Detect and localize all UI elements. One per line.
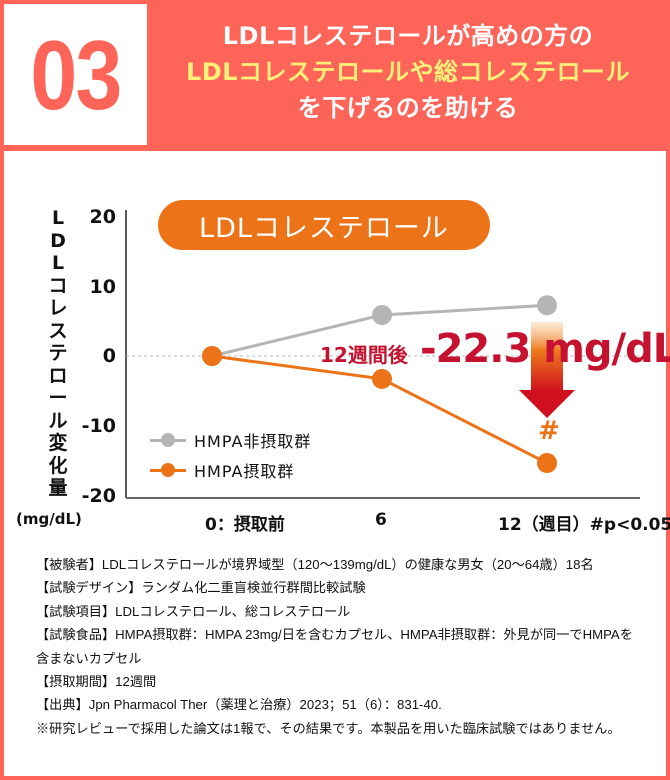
legend-item-control: HMPA非摂取群 <box>150 425 311 455</box>
note-disclaimer: ※研究レビューで採用した論文は1報で、その結果です。本製品を用いた臨床試験ではあ… <box>36 720 621 736</box>
title-line-2: LDLコレステロールや総コレステロール <box>185 58 630 86</box>
note-test-food: 【試験食品】HMPA摂取群：HMPA 23mg/日を含むカプセル、HMPA非摂取… <box>36 627 633 666</box>
y-axis-unit: (mg/dL) <box>16 510 82 528</box>
legend-label-control: HMPA非摂取群 <box>194 432 312 451</box>
y-tick-20: 20 <box>89 206 116 228</box>
note-period: 【摂取期間】12週間 <box>36 674 157 690</box>
note-subjects: 【被験者】LDLコレステロールが境界域型（120〜139mg/dL）の健康な男女… <box>36 557 594 572</box>
y-tick-minus20: -20 <box>81 485 116 507</box>
header-title: LDLコレステロールが高めの方の LDLコレステロールや総コレステロール を下げ… <box>150 18 666 126</box>
chart-legend: HMPA非摂取群 HMPA摂取群 <box>150 425 311 485</box>
legend-item-hmpa: HMPA摂取群 <box>150 455 311 485</box>
header-banner: 03 LDLコレステロールが高めの方の LDLコレステロールや総コレステロール … <box>0 0 670 151</box>
x-label-6: 6 <box>375 510 387 530</box>
section-number: 03 <box>30 19 122 130</box>
down-arrow-icon <box>519 390 575 418</box>
legend-marker-gray-icon <box>150 430 186 450</box>
annotation-reduction-value: -22.3 mg/dL <box>420 326 670 372</box>
y-axis-label: LDLコレステロール変化量 <box>48 207 68 499</box>
data-point-1-2 <box>537 453 557 474</box>
note-design: 【試験デザイン】ランダム化二重盲検並行群間比較試験 <box>36 580 366 596</box>
x-label-12: 12（週目）#p<0.05 <box>498 515 670 535</box>
y-tick-10: 10 <box>89 276 116 298</box>
chart-title-pill: LDLコレステロール <box>158 200 490 250</box>
data-point-1-0 <box>202 346 222 366</box>
section-number-box: 03 <box>4 4 147 145</box>
title-line-3: を下げるのを助ける <box>297 94 519 122</box>
chart-plot-area <box>125 210 640 499</box>
y-tick-minus10: -10 <box>81 415 116 437</box>
study-notes: 【被験者】LDLコレステロールが境界域型（120〜139mg/dL）の健康な男女… <box>36 553 646 740</box>
legend-marker-orange-icon <box>150 460 186 480</box>
legend-label-hmpa: HMPA摂取群 <box>194 462 295 481</box>
line-chart: LDLコレステロール変化量 (mg/dL) 20 10 0 -10 -20 LD… <box>16 200 670 535</box>
x-label-0: 0：摂取前 <box>205 515 285 535</box>
title-line-1: LDLコレステロールが高めの方の <box>222 22 594 50</box>
significance-mark: # <box>538 416 560 446</box>
note-source: 【出典】Jpn Pharmacol Ther（薬理と治療）2023；51（6）：… <box>36 697 442 713</box>
data-point-0-2 <box>537 295 557 316</box>
y-tick-0: 0 <box>102 345 116 367</box>
down-arrow-shaft <box>531 322 563 392</box>
annotation-12-weeks: 12週間後 <box>320 343 408 367</box>
data-point-1-1 <box>372 368 392 389</box>
data-point-0-1 <box>372 304 392 325</box>
note-items: 【試験項目】LDLコレステロール、総コレステロール <box>36 603 351 619</box>
